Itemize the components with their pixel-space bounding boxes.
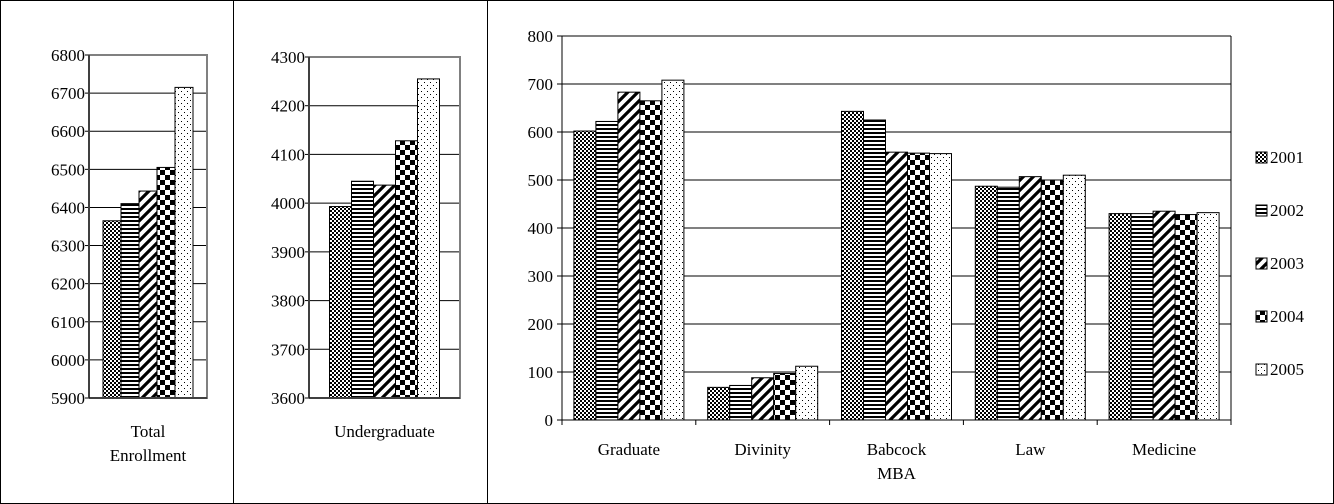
bar-undergraduate-2001	[329, 206, 352, 399]
legend-label-2004: 2004	[1270, 307, 1305, 326]
legend-label-2005: 2005	[1270, 360, 1304, 379]
bar-babcock-mba-2004	[907, 152, 930, 421]
category-label: Graduate	[598, 440, 660, 459]
bar-law-2003	[1018, 176, 1042, 421]
category-label: Enrollment	[110, 446, 187, 465]
total-enrollment-chart: 5900 6000 6100 6200 6300 6400 6500 6600 6700 6800…	[51, 46, 208, 465]
bar-medicine-2003	[1152, 210, 1176, 421]
legend-swatch-2005	[1255, 363, 1268, 376]
y-tick-label: 6600	[51, 122, 85, 141]
category-label: Medicine	[1132, 440, 1196, 459]
chart-legend: 2001 2002 2003 2004 2005	[1255, 148, 1305, 379]
bar-law-2004	[1040, 179, 1064, 421]
bar-medicine-2001	[1108, 213, 1132, 421]
y-tick-label: 3900	[271, 243, 305, 262]
bar-law-2005	[1062, 174, 1086, 421]
y-tick-label: 3700	[271, 340, 305, 359]
bar-law-2002	[996, 186, 1020, 421]
y-tick-label: 6100	[51, 313, 85, 332]
y-tick-label: 4100	[271, 145, 305, 164]
bar-divinity-2005	[795, 365, 819, 421]
category-label: Babcock	[867, 440, 927, 459]
legend-swatch-2004	[1255, 310, 1268, 323]
y-tick-label: 6000	[51, 351, 85, 370]
bar-undergraduate-2003	[373, 184, 396, 399]
legend-swatch-2001	[1255, 151, 1268, 164]
bar-undergraduate-2002	[351, 180, 374, 399]
bar-babcock-mba-2001	[841, 110, 864, 421]
bar-medicine-2002	[1130, 213, 1154, 421]
category-label: Divinity	[734, 440, 791, 459]
bar-graduate-2003	[617, 91, 641, 421]
bar-undergraduate-2005	[417, 78, 440, 399]
y-tick-label: 6200	[51, 275, 85, 294]
y-tick-label: 800	[528, 27, 554, 46]
y-tick-label: 3600	[271, 389, 305, 408]
legend-label-2001: 2001	[1270, 148, 1304, 167]
bar-total-enrollment-2001	[102, 220, 122, 399]
y-tick-label: 600	[528, 123, 554, 142]
bar-undergraduate-2004	[395, 140, 418, 399]
category-label: MBA	[877, 464, 916, 483]
y-tick-label: 700	[528, 75, 554, 94]
bar-divinity-2002	[729, 384, 753, 421]
bar-graduate-2004	[639, 100, 663, 421]
y-tick-label: 6400	[51, 198, 85, 217]
bar-babcock-mba-2003	[885, 151, 908, 421]
y-tick-label: 200	[528, 315, 554, 334]
bar-divinity-2004	[773, 372, 797, 421]
bar-graduate-2001	[573, 130, 597, 421]
legend-swatch-2002	[1255, 204, 1268, 217]
y-tick-label: 6300	[51, 237, 85, 256]
schools-chart: 0 100 200 300 400 500 600 700 800 Graduate Divinit…	[528, 27, 1232, 483]
bar-total-enrollment-2003	[138, 190, 158, 399]
y-tick-label: 100	[528, 363, 554, 382]
y-tick-label: 4300	[271, 48, 305, 67]
bar-graduate-2005	[661, 79, 685, 421]
bar-babcock-mba-2005	[929, 153, 952, 421]
bar-total-enrollment-2004	[156, 166, 176, 399]
undergraduate-chart: 3600 3700 3800 3900 4000 4100 4200 4300 Undergra…	[271, 48, 461, 441]
y-tick-label: 5900	[51, 389, 85, 408]
y-tick-label: 400	[528, 219, 554, 238]
y-tick-label: 4000	[271, 194, 305, 213]
legend-label-2002: 2002	[1270, 201, 1304, 220]
legend-label-2003: 2003	[1270, 254, 1304, 273]
legend-swatch-2003	[1255, 257, 1268, 270]
bar-divinity-2003	[751, 377, 775, 421]
bar-divinity-2001	[707, 386, 731, 421]
bar-total-enrollment-2005	[174, 86, 194, 399]
y-tick-label: 4200	[271, 97, 305, 116]
category-label: Total	[131, 422, 166, 441]
y-tick-label: 6700	[51, 84, 85, 103]
category-label: Law	[1015, 440, 1046, 459]
y-tick-label: 0	[545, 411, 554, 430]
bar-graduate-2002	[595, 120, 619, 421]
bar-medicine-2005	[1196, 212, 1220, 421]
bar-medicine-2004	[1174, 214, 1198, 421]
y-tick-label: 6500	[51, 160, 85, 179]
bar-babcock-mba-2002	[863, 119, 886, 421]
category-label: Undergraduate	[334, 422, 435, 441]
y-tick-label: 300	[528, 267, 554, 286]
y-tick-label: 6800	[51, 46, 85, 65]
y-tick-label: 3800	[271, 292, 305, 311]
bar-law-2001	[974, 185, 998, 421]
bar-total-enrollment-2002	[120, 203, 140, 399]
y-tick-label: 500	[528, 171, 554, 190]
